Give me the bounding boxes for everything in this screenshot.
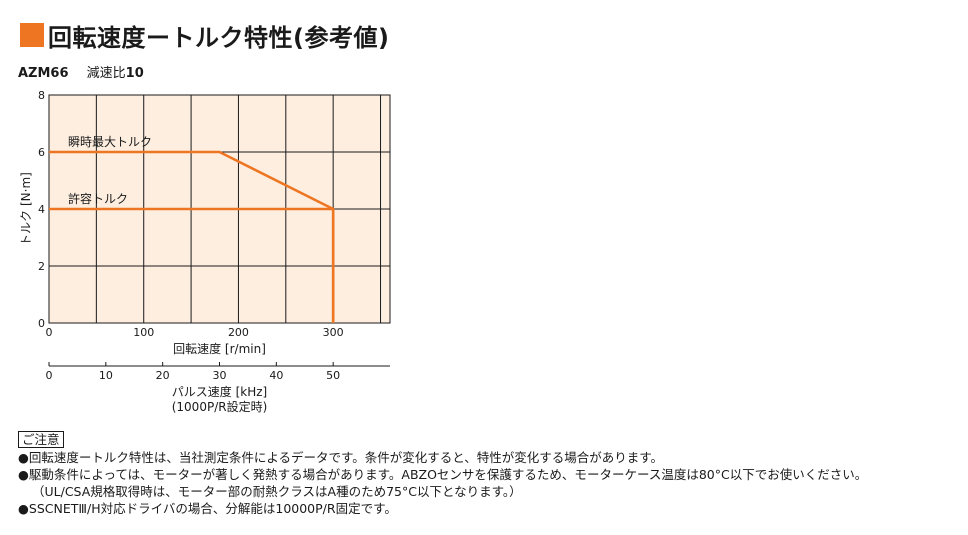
y-tick-label: 4 <box>38 203 45 216</box>
notes-section: ご注意 ●回転速度ートルク特性は、当社測定条件によるデータです。条件が変化すると… <box>18 431 867 517</box>
secondary-tick-label: 30 <box>213 369 227 382</box>
title-square-marker <box>20 23 44 47</box>
title-text: 回転速度ートルク特性(参考値) <box>48 23 390 52</box>
y-tick-label: 8 <box>38 89 45 102</box>
notes-heading: ご注意 <box>18 431 64 448</box>
x-tick-label: 0 <box>46 326 53 339</box>
note-line: ●SSCNETⅢ/H対応ドライバの場合、分解能は10000P/R固定です。 <box>18 501 397 516</box>
series-label-2: 許容トルク <box>68 191 128 206</box>
ratio-value: 10 <box>125 66 144 81</box>
page-title: 回転速度ートルク特性(参考値) <box>20 18 389 52</box>
series-label-1: 瞬時最大トルク <box>68 135 152 149</box>
x-tick-label: 200 <box>228 326 249 339</box>
secondary-axis-note: (1000P/R設定時) <box>172 399 268 414</box>
x-tick-label: 300 <box>323 326 344 339</box>
x-tick-label: 100 <box>133 326 154 339</box>
x-axis-label: 回転速度 [r/min] <box>173 341 266 356</box>
y-tick-label: 0 <box>38 317 45 330</box>
ratio-label: 減速比 <box>86 66 126 81</box>
secondary-tick-label: 10 <box>99 369 113 382</box>
secondary-tick-label: 50 <box>326 369 340 382</box>
note-line: ●駆動条件によっては、モーターが著しく発熱する場合があります。ABZOセンサを保… <box>18 467 868 482</box>
series-line-2 <box>49 207 335 323</box>
note-line: ●回転速度ートルク特性は、当社測定条件によるデータです。条件が変化すると、特性が… <box>18 450 664 465</box>
secondary-tick-label: 40 <box>269 369 283 382</box>
secondary-tick-label: 20 <box>156 369 170 382</box>
y-axis-label: トルク [N·m] <box>19 172 33 246</box>
model-name: AZM66 <box>18 66 69 81</box>
chart-subtitle: AZM66 減速比10 <box>18 62 144 81</box>
y-tick-label: 6 <box>38 146 45 159</box>
secondary-axis-label: パルス速度 [kHz] <box>172 384 267 399</box>
note-line: （UL/CSA規格取得時は、モーター部の耐熱クラスはA種のため75°C以下となり… <box>32 484 522 499</box>
y-tick-label: 2 <box>38 260 45 273</box>
secondary-tick-label: 0 <box>46 369 53 382</box>
